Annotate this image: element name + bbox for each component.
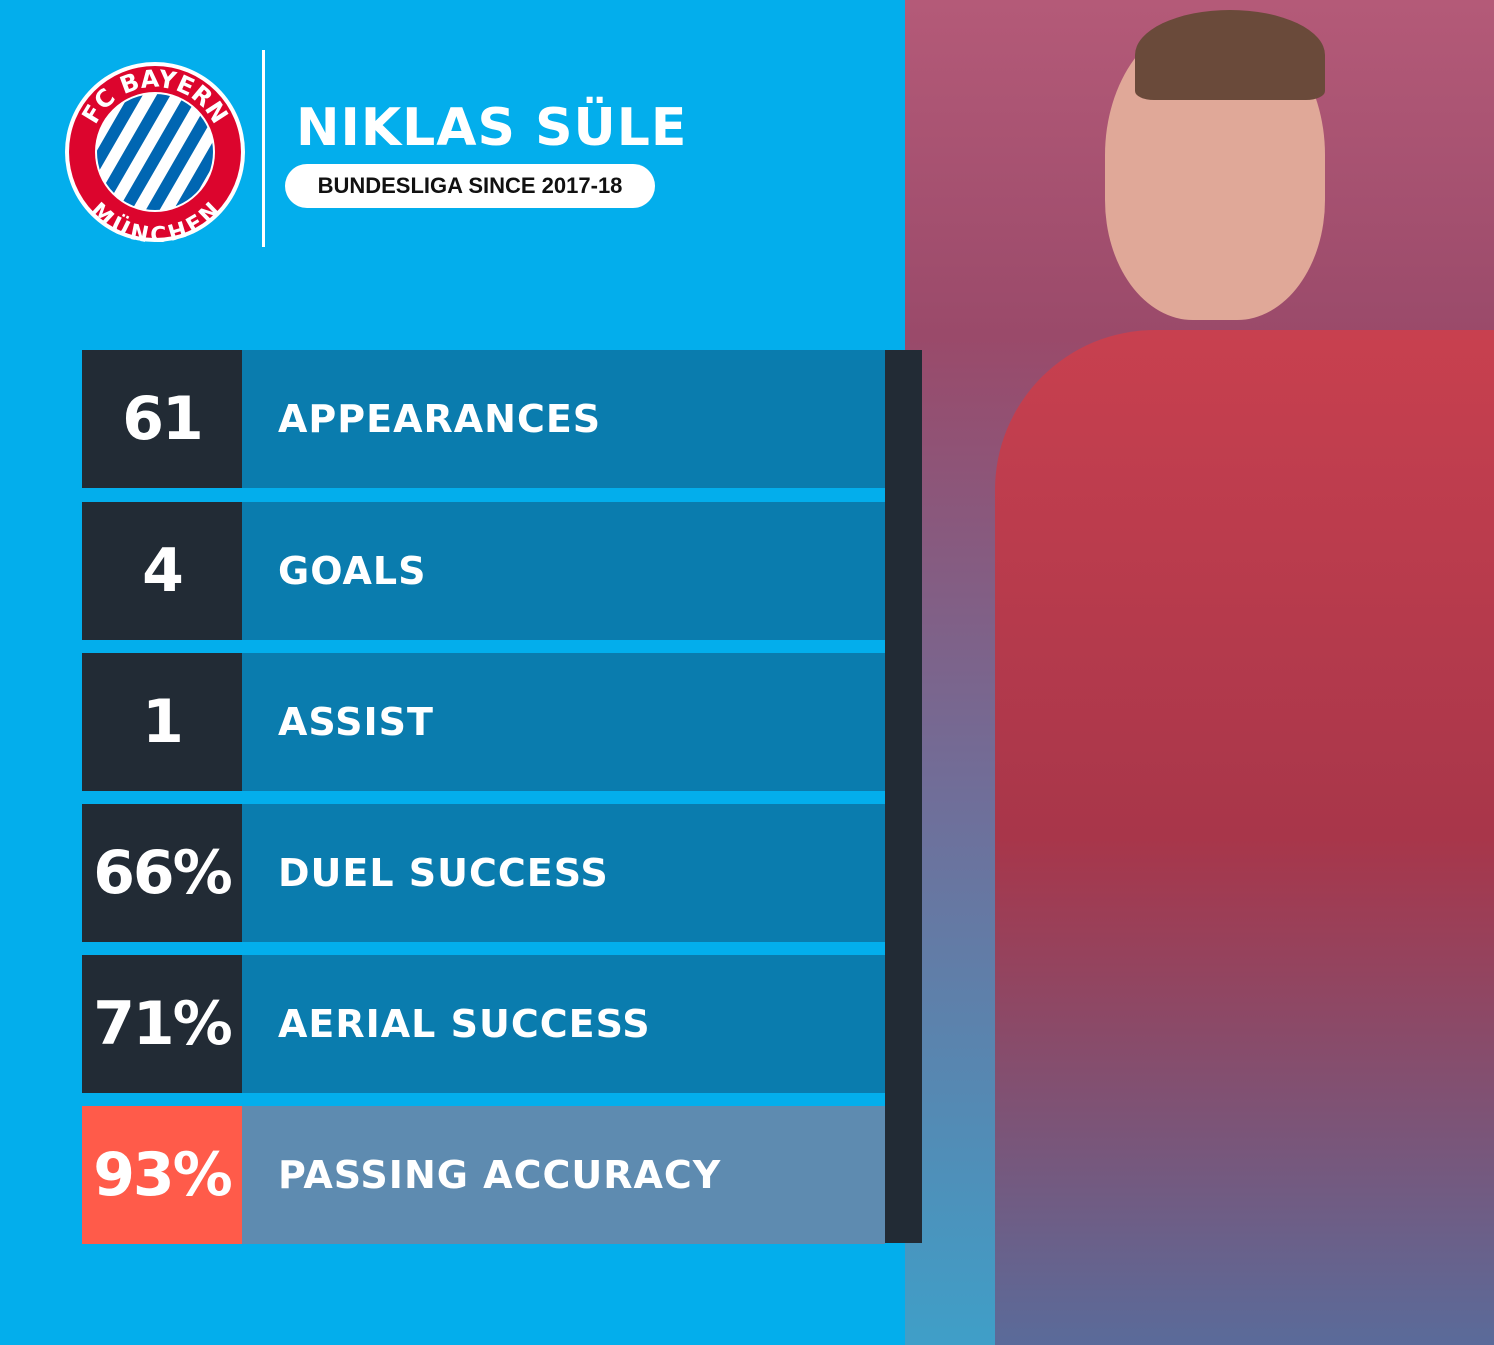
stat-row-assist: 1 ASSIST: [82, 653, 885, 791]
stat-label: PASSING ACCURACY: [242, 1106, 885, 1244]
stat-value: 1: [82, 653, 242, 791]
player-photo: [905, 0, 1494, 1345]
subtitle-badge: BUNDESLIGA SINCE 2017-18: [285, 164, 655, 208]
header-divider: [262, 50, 265, 247]
stat-value: 93%: [82, 1106, 242, 1244]
stat-label: AERIAL SUCCESS: [242, 955, 885, 1093]
player-jersey: [995, 330, 1494, 1345]
stat-row-aerial-success: 71% AERIAL SUCCESS: [82, 955, 885, 1093]
stat-value: 71%: [82, 955, 242, 1093]
stat-row-goals: 4 GOALS: [82, 502, 885, 640]
stat-label: DUEL SUCCESS: [242, 804, 885, 942]
stat-row-passing-accuracy: 93% PASSING ACCURACY: [82, 1106, 885, 1244]
stat-label: APPEARANCES: [242, 350, 885, 488]
stat-value: 66%: [82, 804, 242, 942]
stat-row-duel-success: 66% DUEL SUCCESS: [82, 804, 885, 942]
side-strip: [885, 350, 922, 1243]
stat-label: GOALS: [242, 502, 885, 640]
stat-value: 61: [82, 350, 242, 488]
stat-value: 4: [82, 502, 242, 640]
stat-row-appearances: 61 APPEARANCES: [82, 350, 885, 488]
player-hair: [1135, 10, 1325, 100]
club-logo: FC BAYERN MÜNCHEN: [65, 62, 245, 242]
stat-label: ASSIST: [242, 653, 885, 791]
player-name: NIKLAS SÜLE: [296, 98, 688, 158]
